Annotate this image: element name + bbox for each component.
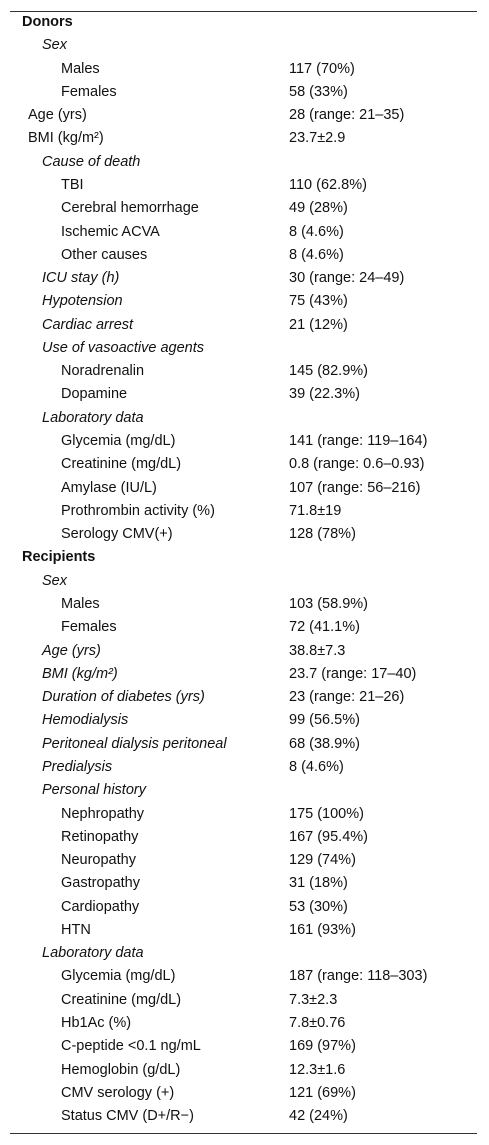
row-value: 30 (range: 24–49) (289, 270, 405, 287)
row-value: 23.7 (range: 17–40) (289, 665, 417, 682)
sub-row-label: Nephropathy (61, 805, 145, 822)
sub-row-label: Gastropathy (61, 875, 140, 892)
sub-row-value: 8 (4.6%) (289, 223, 344, 240)
row-label: Laboratory data (42, 945, 144, 962)
sub-row-label: HTN (61, 921, 91, 938)
row-label: Sex (42, 37, 67, 54)
row-label: ICU stay (h) (42, 270, 120, 287)
sub-row-value: 53 (30%) (289, 898, 348, 915)
sub-row-value: 175 (100%) (289, 805, 364, 822)
top-rule (10, 11, 477, 12)
sub-row-label: Hemoglobin (g/dL) (61, 1061, 181, 1078)
row-value: 21 (12%) (289, 316, 348, 333)
sub-row-label: Status CMV (D+/R−) (61, 1108, 194, 1125)
sub-row-label: Females (61, 619, 117, 636)
row-label: BMI (kg/m²) (42, 665, 118, 682)
row-label: Hypotension (42, 293, 123, 310)
sub-row-value: 7.3±2.3 (289, 991, 338, 1008)
sub-row-value: 121 (69%) (289, 1084, 356, 1101)
sub-row-label: Glycemia (mg/dL) (61, 968, 176, 985)
row-label: Laboratory data (42, 409, 144, 426)
sub-row-label: Females (61, 83, 117, 100)
row-label: Sex (42, 572, 67, 589)
sub-row-value: 117 (70%) (289, 60, 355, 77)
sub-row-value: 7.8±0.76 (289, 1015, 346, 1032)
sub-row-value: 167 (95.4%) (289, 828, 368, 845)
sub-row-label: Creatinine (mg/dL) (61, 991, 182, 1008)
sub-row-label: Noradrenalin (61, 363, 145, 380)
sub-row-label: Neuropathy (61, 852, 136, 869)
sub-row-value: 12.3±1.6 (289, 1061, 346, 1078)
sub-row-value: 103 (58.9%) (289, 596, 368, 612)
section-title: Donors (22, 14, 73, 30)
row-value: 99 (56.5%) (289, 712, 360, 729)
bottom-rule (10, 1133, 477, 1134)
sub-row-label: Cerebral hemorrhage (61, 200, 199, 217)
row-label: Use of vasoactive agents (42, 339, 205, 356)
sub-row-label: Cardiopathy (61, 898, 140, 915)
sub-row-value: 110 (62.8%) (289, 176, 367, 193)
row-label: Personal history (42, 782, 146, 799)
sub-row-label: Ischemic ACVA (61, 223, 160, 240)
sub-row-value: 145 (82.9%) (289, 363, 368, 380)
row-label: Age (yrs) (42, 642, 101, 659)
sub-row-label: CMV serology (+) (61, 1084, 175, 1101)
sub-row-value: 8 (4.6%) (289, 246, 344, 263)
row-label: Peritoneal dialysis peritoneal (42, 735, 227, 752)
row-value: 23.7±2.9 (289, 130, 346, 147)
sub-row-value: 187 (range: 118–303) (289, 968, 428, 985)
sub-row-label: Males (61, 60, 100, 77)
sub-row-label: Prothrombin activity (%) (61, 502, 215, 519)
sub-row-label: Glycemia (mg/dL) (61, 433, 176, 450)
row-label: Duration of diabetes (yrs) (42, 689, 205, 706)
sub-row-label: Hb1Ac (%) (61, 1015, 132, 1032)
sub-row-label: Retinopathy (61, 828, 139, 845)
row-value: 8 (4.6%) (289, 758, 344, 775)
sub-row-value: 161 (93%) (289, 921, 356, 938)
sub-row-value: 128 (78%) (289, 526, 356, 543)
sub-row-value: 129 (74%) (289, 852, 356, 869)
sub-row-label: Serology CMV(+) (61, 526, 173, 543)
sub-row-label: Males (61, 596, 100, 612)
sub-row-label: Amylase (IU/L) (61, 479, 157, 496)
row-value: 75 (43%) (289, 293, 348, 310)
row-label: Hemodialysis (42, 712, 129, 729)
row-value: 38.8±7.3 (289, 642, 346, 659)
sub-row-value: 0.8 (range: 0.6–0.93) (289, 456, 425, 473)
row-label: BMI (kg/m²) (28, 130, 104, 147)
sub-row-value: 42 (24%) (289, 1108, 348, 1125)
row-label: Cardiac arrest (42, 316, 134, 333)
sub-row-label: Dopamine (61, 386, 128, 403)
row-label: Cause of death (42, 153, 141, 170)
sub-row-value: 107 (range: 56–216) (289, 479, 421, 496)
row-label: Predialysis (42, 758, 113, 775)
sub-row-value: 39 (22.3%) (289, 386, 360, 403)
row-label: Age (yrs) (28, 107, 87, 124)
sub-row-value: 58 (33%) (289, 83, 348, 100)
sub-row-label: Other causes (61, 246, 148, 263)
row-value: 23 (range: 21–26) (289, 689, 405, 706)
sub-row-value: 72 (41.1%) (289, 619, 360, 636)
row-value: 28 (range: 21–35) (289, 107, 405, 124)
sub-row-label: Creatinine (mg/dL) (61, 456, 182, 473)
sub-row-value: 31 (18%) (289, 875, 348, 892)
sub-row-value: 49 (28%) (289, 200, 348, 217)
sub-row-value: 141 (range: 119–164) (289, 433, 428, 450)
row-value: 68 (38.9%) (289, 735, 360, 752)
sub-row-value: 71.8±19 (289, 502, 342, 519)
sub-row-value: 169 (97%) (289, 1038, 356, 1055)
section-title: Recipients (22, 549, 96, 566)
sub-row-label: C-peptide <0.1 ng/mL (61, 1038, 201, 1055)
sub-row-label: TBI (61, 176, 84, 193)
